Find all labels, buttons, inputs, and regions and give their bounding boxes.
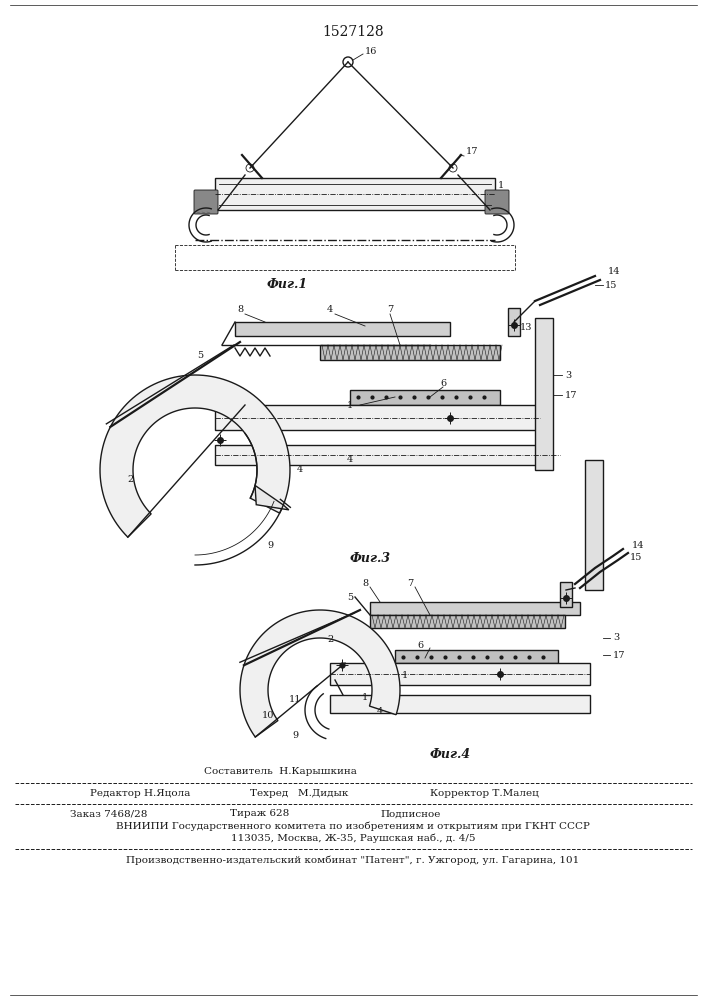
Text: 9: 9	[292, 730, 298, 740]
Text: 2: 2	[327, 636, 333, 645]
Text: Фиг.4: Фиг.4	[429, 748, 471, 762]
FancyBboxPatch shape	[194, 190, 218, 214]
Bar	[370, 615, 565, 628]
Text: 2: 2	[127, 476, 133, 485]
Text: 17: 17	[565, 390, 578, 399]
Text: 4: 4	[347, 456, 353, 464]
Bar	[370, 602, 580, 615]
Text: 8: 8	[237, 306, 243, 314]
Text: 113035, Москва, Ж-35, Раушская наб., д. 4/5: 113035, Москва, Ж-35, Раушская наб., д. …	[230, 833, 475, 843]
Text: 8: 8	[362, 578, 368, 587]
Bar	[508, 308, 520, 336]
Text: 1: 1	[347, 400, 353, 410]
Text: 5: 5	[347, 593, 353, 602]
Text: Техред   М.Дидык: Техред М.Дидык	[250, 788, 349, 798]
Text: 5: 5	[197, 351, 203, 360]
Text: 3: 3	[565, 370, 571, 379]
Text: 4: 4	[377, 708, 383, 716]
Bar	[535, 318, 553, 470]
Text: Фиг.3: Фиг.3	[349, 552, 390, 564]
Text: Тираж 628: Тираж 628	[230, 810, 289, 818]
Text: 16: 16	[365, 47, 378, 56]
Bar	[215, 178, 495, 210]
Text: 14: 14	[632, 540, 645, 550]
Text: Заказ 7468/28: Заказ 7468/28	[70, 810, 147, 818]
Bar	[395, 650, 558, 663]
Bar	[350, 390, 500, 405]
Text: 6: 6	[440, 378, 446, 387]
Text: Составитель  Н.Карышкина: Составитель Н.Карышкина	[204, 768, 356, 776]
Bar	[330, 695, 590, 713]
Polygon shape	[235, 322, 450, 336]
Text: 7: 7	[407, 578, 413, 587]
Polygon shape	[240, 610, 400, 737]
Text: Корректор Т.Малец: Корректор Т.Малец	[430, 788, 539, 798]
Bar	[585, 460, 603, 590]
Text: 1: 1	[362, 694, 368, 702]
Text: Редактор Н.Яцола: Редактор Н.Яцола	[90, 788, 190, 798]
Text: 4: 4	[327, 306, 333, 314]
Text: 17: 17	[466, 147, 479, 156]
Text: 9: 9	[267, 540, 273, 550]
Text: Фиг.1: Фиг.1	[267, 278, 308, 292]
Bar	[215, 405, 540, 430]
Text: 15: 15	[605, 280, 617, 290]
Bar	[215, 445, 540, 465]
Text: 1527128: 1527128	[322, 25, 384, 39]
Text: 10: 10	[262, 710, 274, 720]
Text: 11: 11	[288, 696, 301, 704]
Text: 17: 17	[613, 650, 626, 660]
Bar	[560, 582, 572, 607]
Bar	[320, 345, 500, 360]
Polygon shape	[255, 485, 289, 510]
Polygon shape	[100, 375, 290, 537]
FancyBboxPatch shape	[485, 190, 509, 214]
Text: 15: 15	[630, 554, 643, 562]
Text: 13: 13	[520, 324, 532, 332]
Text: 1: 1	[402, 670, 408, 680]
Text: 1: 1	[498, 180, 504, 190]
Text: 14: 14	[608, 267, 621, 276]
Text: 4: 4	[297, 466, 303, 475]
Text: ВНИИПИ Государственного комитета по изобретениям и открытиям при ГКНТ СССР: ВНИИПИ Государственного комитета по изоб…	[116, 821, 590, 831]
Text: 3: 3	[613, 634, 619, 643]
Text: 6: 6	[417, 641, 423, 650]
Bar	[330, 663, 590, 685]
Text: Подписное: Подписное	[380, 810, 440, 818]
Text: Производственно-издательский комбинат "Патент", г. Ужгород, ул. Гагарина, 101: Производственно-издательский комбинат "П…	[127, 855, 580, 865]
Text: 7: 7	[387, 306, 393, 314]
